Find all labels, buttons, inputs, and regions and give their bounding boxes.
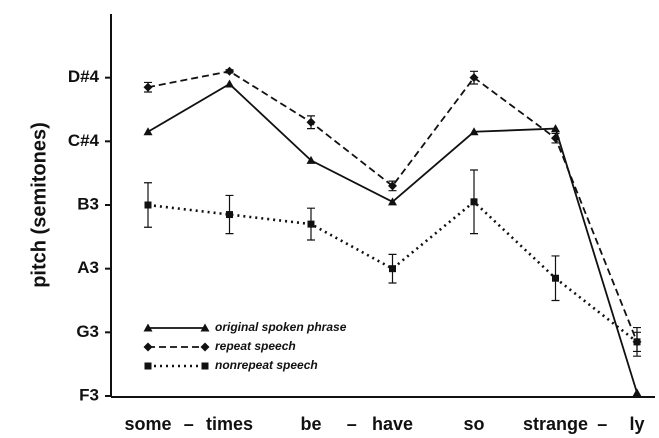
marker bbox=[143, 127, 153, 136]
hyphen: – bbox=[184, 414, 194, 434]
x-tick-label: some bbox=[124, 414, 171, 434]
y-tick-label: C#4 bbox=[68, 131, 100, 150]
legend-marker bbox=[143, 323, 153, 332]
x-tick-label: strange bbox=[523, 414, 588, 434]
marker bbox=[388, 181, 397, 191]
x-tick-label: have bbox=[372, 414, 413, 434]
marker bbox=[225, 66, 234, 76]
marker bbox=[388, 197, 397, 206]
legend-marker bbox=[200, 323, 210, 332]
y-tick-label: G3 bbox=[76, 322, 99, 341]
legend-label: repeat speech bbox=[215, 339, 296, 353]
x-tick-label: be bbox=[300, 414, 321, 434]
marker bbox=[552, 274, 559, 282]
y-tick-label: A3 bbox=[77, 258, 99, 277]
marker bbox=[389, 265, 396, 273]
x-tick-label: times bbox=[206, 414, 253, 434]
legend-marker bbox=[144, 362, 152, 370]
y-axis-label: pitch (semitones) bbox=[28, 122, 50, 288]
marker bbox=[469, 127, 479, 136]
legend-label: nonrepeat speech bbox=[215, 358, 318, 372]
marker bbox=[633, 338, 641, 346]
marker bbox=[144, 201, 152, 209]
marker bbox=[469, 73, 479, 83]
y-tick-label: D#4 bbox=[68, 67, 100, 86]
marker bbox=[307, 220, 315, 228]
legend-marker bbox=[200, 342, 210, 352]
y-tick-label: B3 bbox=[77, 194, 99, 213]
legend-marker bbox=[143, 342, 153, 352]
marker bbox=[632, 388, 642, 397]
marker bbox=[551, 124, 560, 133]
marker bbox=[143, 82, 153, 92]
marker bbox=[226, 211, 233, 219]
x-tick-label: ly bbox=[629, 414, 644, 434]
series-line bbox=[147, 70, 638, 343]
hyphen: – bbox=[347, 414, 357, 434]
y-tick-label: F3 bbox=[79, 385, 99, 404]
marker bbox=[225, 79, 234, 88]
legend-label: original spoken phrase bbox=[215, 320, 347, 334]
x-tick-label: so bbox=[463, 414, 484, 434]
hyphen: – bbox=[597, 414, 607, 434]
marker bbox=[306, 155, 316, 164]
marker bbox=[306, 117, 316, 127]
marker bbox=[551, 133, 560, 143]
marker bbox=[470, 198, 478, 206]
legend-marker bbox=[201, 362, 209, 370]
